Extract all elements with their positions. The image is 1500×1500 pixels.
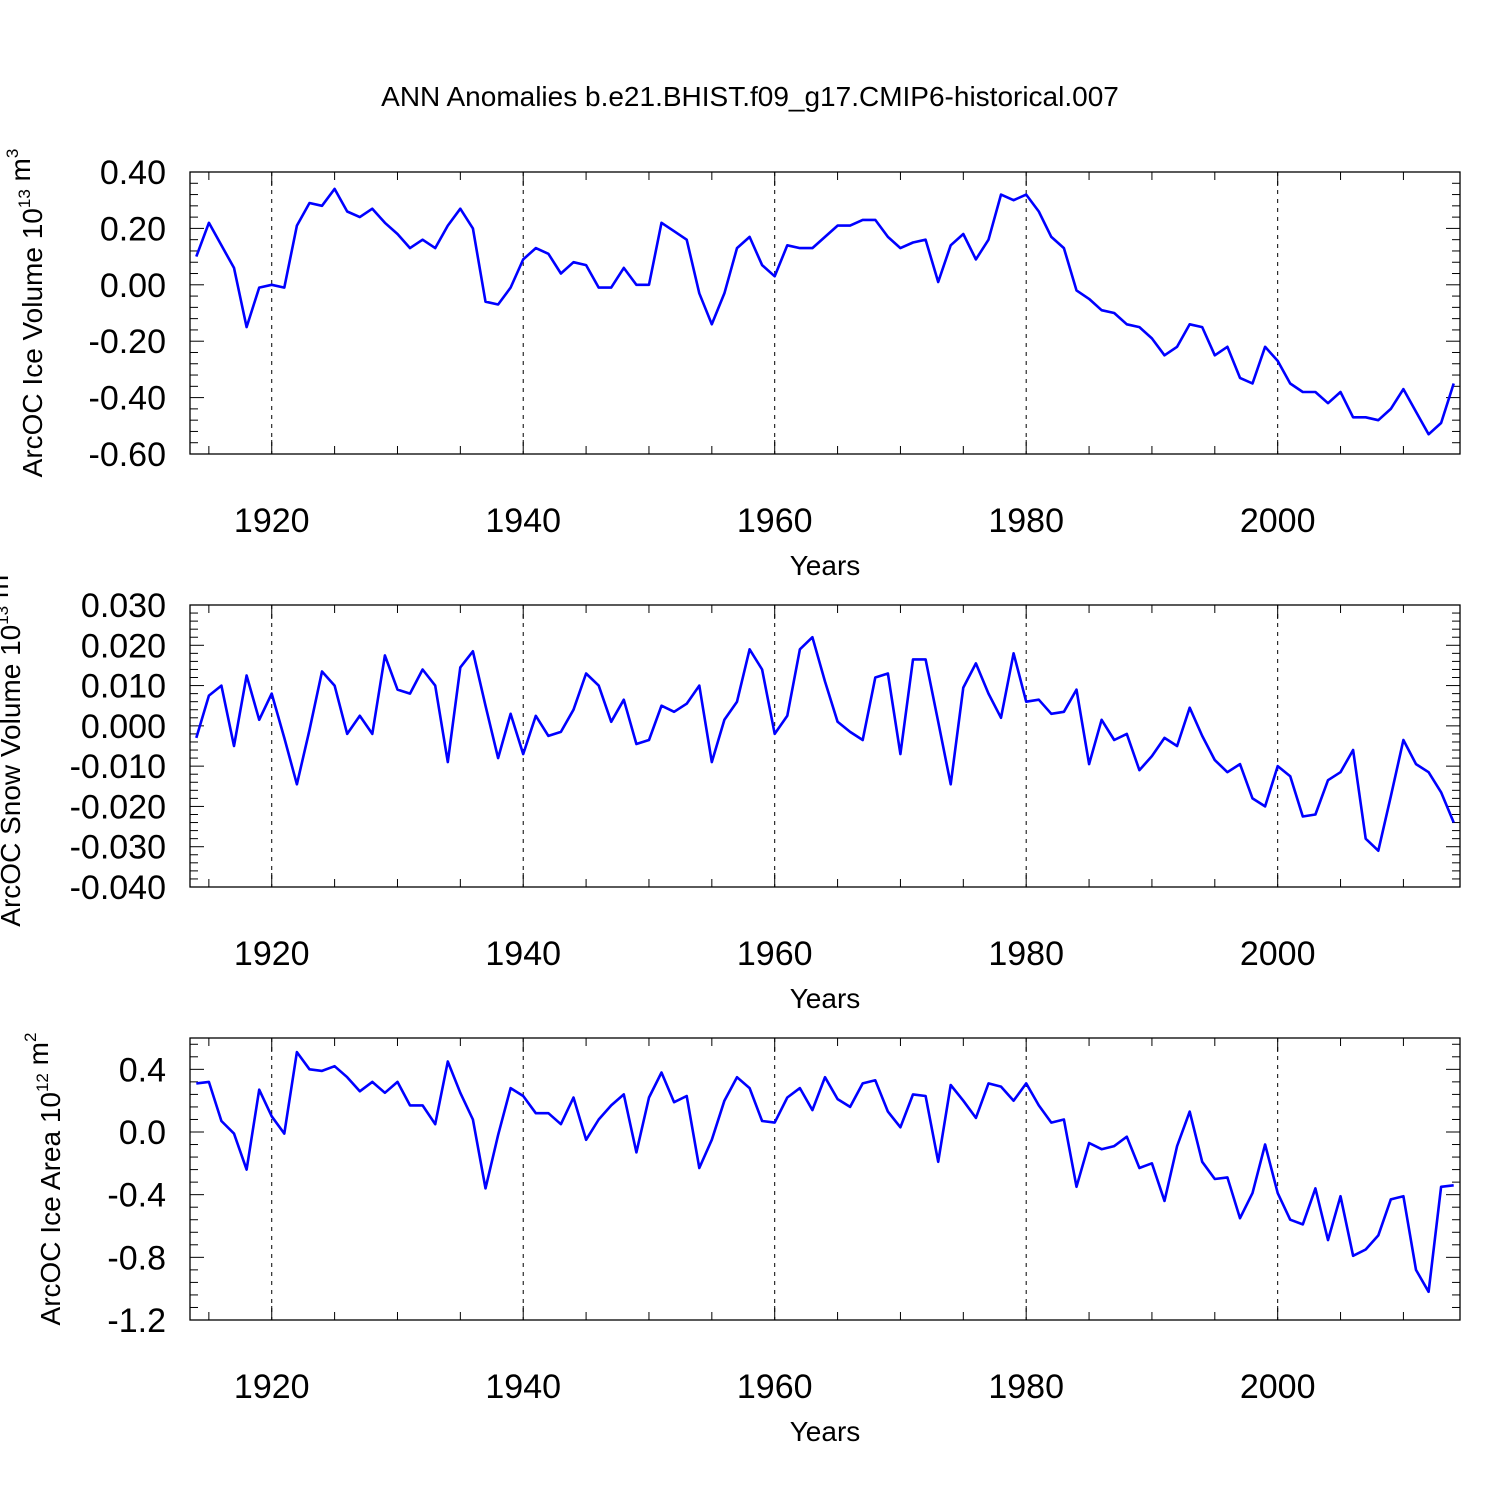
plot-frame [189,604,1461,888]
y-axis-label-superscript: 12 [33,1073,52,1092]
y-axis-label-part: ArcOC Ice Area 10 [35,1092,66,1325]
y-tick-label: -0.20 [89,323,167,361]
x-axis-label: Years [790,550,861,581]
y-tick-label: 0.030 [81,587,166,625]
y-tick-label: -0.030 [70,829,166,867]
y-axis-label-part: m [0,575,14,606]
x-tick-label: 1980 [988,502,1064,540]
x-tick-label: 1940 [485,502,561,540]
x-tick-label: 2000 [1240,1368,1316,1406]
y-tick-label: -0.60 [89,436,167,474]
y-axis-label: ArcOC Snow Volume 1013 m3 [0,565,26,926]
y-axis-label-superscript: 2 [21,1033,40,1042]
y-tick-label: 0.4 [119,1051,166,1089]
series-line [196,1050,1454,1294]
y-tick-label: 0.00 [100,267,166,305]
x-tick-label: 1980 [988,935,1064,973]
panel-2: 0.0300.0200.0100.000-0.010-0.020-0.030-0… [0,565,1461,1014]
x-axis-label: Years [790,983,861,1014]
x-tick-label: 1960 [737,502,813,540]
plot-frame [189,1037,1461,1321]
panel-3: 0.4 0.0 -0.4 -0.8 -1.2 1920 1940 1960 1980 2000 Ye… [21,1033,1461,1447]
y-tick-label: 0.020 [81,627,166,665]
y-axis-label-part: ArcOC Snow Volume 10 [0,625,26,927]
y-tick-label: -0.010 [70,748,166,786]
x-tick-label: 1920 [234,502,310,540]
y-axis-label-part: ArcOC Ice Volume 10 [17,208,48,477]
y-axis-label: ArcOC Ice Area 1012 m2 [21,1033,66,1326]
y-axis-label: ArcOC Ice Volume 1013 m3 [3,149,48,478]
x-tick-label: 2000 [1240,502,1316,540]
y-tick-label: -1.2 [107,1302,166,1340]
y-tick-label: -0.040 [70,869,166,907]
x-tick-label: 1980 [988,1368,1064,1406]
x-tick-label: 1940 [485,935,561,973]
y-tick-label: 0.20 [100,210,166,248]
chart-title: ANN Anomalies b.e21.BHIST.f09_g17.CMIP6-… [381,81,1119,112]
y-tick-label: -0.8 [107,1239,166,1277]
y-axis-label-superscript: 3 [3,149,22,158]
y-tick-label: -0.020 [70,788,166,826]
series-line [195,187,1455,436]
y-tick-label: -0.40 [89,380,167,418]
y-axis-label-superscript: 13 [0,606,12,625]
x-tick-label: 1920 [234,1368,310,1406]
x-tick-label: 2000 [1240,935,1316,973]
y-axis-label-part: m [23,1042,54,1073]
x-tick-label: 1920 [234,935,310,973]
x-tick-label: 1960 [737,1368,813,1406]
y-tick-label: 0.0 [119,1114,166,1152]
x-tick-label: 1940 [485,1368,561,1406]
chart-panels: 0.40 0.20 0.00 -0.20 -0.40 -0.60 1920 1940 1960 1… [0,149,1461,1447]
x-axis-label: Years [790,1416,861,1447]
series-line [195,635,1455,853]
panel-1: 0.40 0.20 0.00 -0.20 -0.40 -0.60 1920 1940 1960 1… [3,149,1461,581]
y-axis-label-part: m [5,158,36,189]
y-tick-label: 0.000 [81,708,166,746]
y-axis-label-superscript: 13 [15,189,34,208]
x-tick-label: 1960 [737,935,813,973]
y-tick-label: 0.40 [100,154,166,192]
y-tick-label: -0.4 [107,1177,166,1215]
plot-frame [189,171,1461,455]
y-tick-label: 0.010 [81,668,166,706]
